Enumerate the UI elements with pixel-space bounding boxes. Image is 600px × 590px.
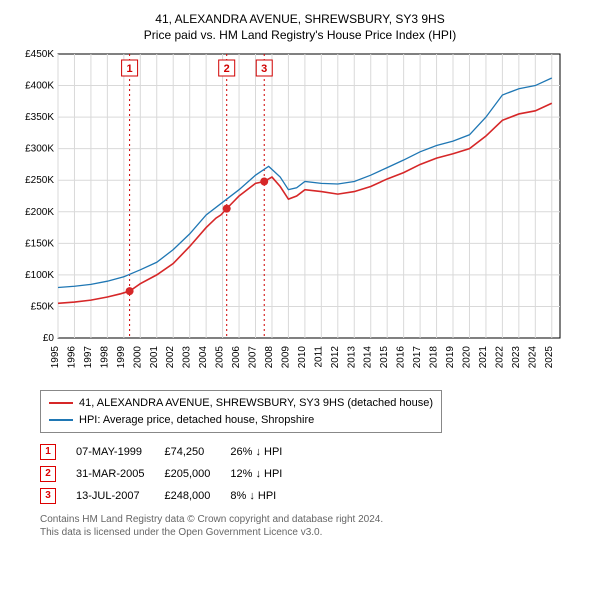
event-date: 07-MAY-1999 — [76, 441, 164, 463]
event-delta: 8% ↓ HPI — [230, 485, 302, 507]
svg-text:1999: 1999 — [116, 346, 127, 369]
svg-text:2022: 2022 — [494, 346, 505, 369]
svg-text:£250K: £250K — [25, 175, 54, 186]
legend-row-price: 41, ALEXANDRA AVENUE, SHREWSBURY, SY3 9H… — [49, 395, 433, 412]
svg-text:1998: 1998 — [99, 346, 110, 369]
svg-text:£300K: £300K — [25, 144, 54, 155]
footer: Contains HM Land Registry data © Crown c… — [40, 513, 590, 539]
event-date: 31-MAR-2005 — [76, 463, 164, 485]
legend-swatch-hpi — [49, 419, 73, 421]
svg-text:2024: 2024 — [527, 346, 538, 369]
svg-text:1: 1 — [127, 63, 133, 75]
svg-text:2001: 2001 — [149, 346, 160, 369]
event-row: 1 07-MAY-1999£74,25026% ↓ HPI — [40, 441, 302, 463]
event-delta: 26% ↓ HPI — [230, 441, 302, 463]
svg-text:£0: £0 — [43, 333, 55, 344]
legend-label-price: 41, ALEXANDRA AVENUE, SHREWSBURY, SY3 9H… — [79, 395, 433, 412]
chart-title-1: 41, ALEXANDRA AVENUE, SHREWSBURY, SY3 9H… — [10, 12, 590, 26]
event-number: 2 — [40, 466, 56, 482]
svg-text:2: 2 — [224, 63, 230, 75]
footer-line-2: This data is licensed under the Open Gov… — [40, 526, 590, 539]
svg-text:£200K: £200K — [25, 207, 54, 218]
svg-text:3: 3 — [261, 63, 267, 75]
price-vs-hpi-chart: £0 £50K £100K £150K £200K £250K £300K £350K £400… — [10, 44, 570, 384]
chart-container: £0 £50K £100K £150K £200K £250K £300K £350K £400… — [10, 44, 590, 384]
svg-text:2006: 2006 — [231, 346, 242, 369]
chart-title-2: Price paid vs. HM Land Registry's House … — [10, 28, 590, 42]
footer-line-1: Contains HM Land Registry data © Crown c… — [40, 513, 590, 526]
svg-text:2016: 2016 — [396, 346, 407, 369]
svg-text:£150K: £150K — [25, 238, 54, 249]
svg-text:2025: 2025 — [544, 346, 555, 369]
svg-text:2000: 2000 — [132, 346, 143, 369]
svg-text:2020: 2020 — [461, 346, 472, 369]
legend-swatch-price — [49, 402, 73, 404]
svg-text:1997: 1997 — [83, 346, 94, 369]
svg-text:2019: 2019 — [445, 346, 456, 369]
svg-text:2014: 2014 — [363, 346, 374, 369]
svg-text:2018: 2018 — [429, 346, 440, 369]
svg-text:2004: 2004 — [198, 346, 209, 369]
svg-text:1995: 1995 — [50, 346, 61, 369]
svg-text:2010: 2010 — [297, 346, 308, 369]
svg-text:£400K: £400K — [25, 81, 54, 92]
event-price: £74,250 — [164, 441, 230, 463]
svg-text:2002: 2002 — [165, 346, 176, 369]
legend: 41, ALEXANDRA AVENUE, SHREWSBURY, SY3 9H… — [40, 390, 442, 433]
svg-text:2005: 2005 — [215, 346, 226, 369]
event-number: 3 — [40, 488, 56, 504]
event-row: 2 31-MAR-2005£205,00012% ↓ HPI — [40, 463, 302, 485]
event-delta: 12% ↓ HPI — [230, 463, 302, 485]
svg-text:2017: 2017 — [412, 346, 423, 369]
svg-text:£50K: £50K — [31, 301, 55, 312]
svg-text:£350K: £350K — [25, 112, 54, 123]
event-date: 13-JUL-2007 — [76, 485, 164, 507]
svg-text:2003: 2003 — [182, 346, 193, 369]
svg-text:£450K: £450K — [25, 49, 54, 60]
svg-text:2008: 2008 — [264, 346, 275, 369]
event-price: £248,000 — [164, 485, 230, 507]
svg-text:2013: 2013 — [346, 346, 357, 369]
svg-text:2009: 2009 — [280, 346, 291, 369]
legend-row-hpi: HPI: Average price, detached house, Shro… — [49, 412, 433, 429]
svg-text:£100K: £100K — [25, 270, 54, 281]
event-number: 1 — [40, 444, 56, 460]
legend-label-hpi: HPI: Average price, detached house, Shro… — [79, 412, 314, 429]
svg-text:2012: 2012 — [330, 346, 341, 369]
svg-text:2007: 2007 — [248, 346, 259, 369]
svg-text:1996: 1996 — [66, 346, 77, 369]
event-price: £205,000 — [164, 463, 230, 485]
event-row: 3 13-JUL-2007£248,0008% ↓ HPI — [40, 485, 302, 507]
svg-text:2023: 2023 — [511, 346, 522, 369]
svg-text:2015: 2015 — [379, 346, 390, 369]
events-table: 1 07-MAY-1999£74,25026% ↓ HPI 2 31-MAR-2005… — [40, 441, 302, 507]
svg-text:2021: 2021 — [478, 346, 489, 369]
svg-text:2011: 2011 — [313, 346, 324, 368]
